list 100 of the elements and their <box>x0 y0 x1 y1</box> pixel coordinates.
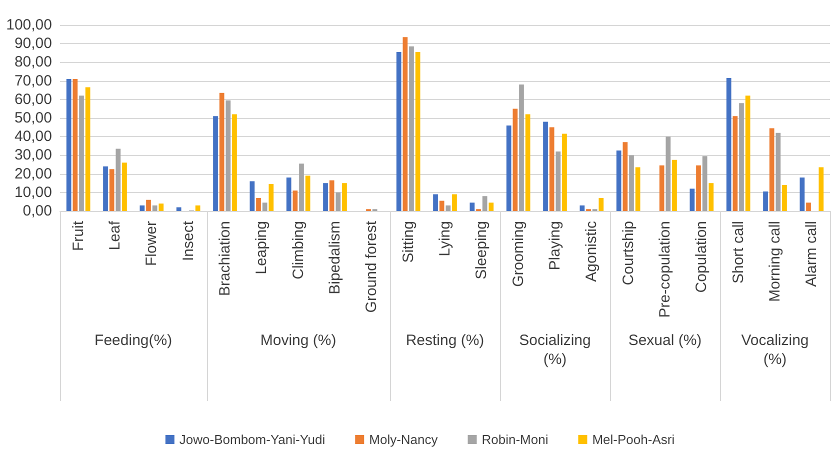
text: Sexual (%) <box>627 331 703 350</box>
y-tick-label: 90,00 <box>14 35 52 52</box>
bar <box>219 92 224 211</box>
bar <box>776 132 781 211</box>
bar <box>543 122 548 211</box>
bar <box>446 205 451 211</box>
bar <box>250 181 255 211</box>
bar <box>708 183 714 211</box>
x-tick-label: Leaping <box>253 221 270 274</box>
bar <box>396 52 402 211</box>
bar <box>732 116 738 211</box>
bar <box>519 84 524 211</box>
bar <box>818 167 824 211</box>
bar <box>323 183 328 211</box>
bar <box>103 166 108 211</box>
bar <box>782 184 787 211</box>
y-tick-label: 100,00 <box>6 16 52 34</box>
bar <box>152 205 158 211</box>
legend-label: Mel-Pooh-Asri <box>592 432 675 447</box>
bar <box>696 165 701 211</box>
bar <box>79 96 84 211</box>
y-tick-label: 70,00 <box>14 72 52 90</box>
x-tick-label: Alarm call <box>803 221 820 287</box>
x-tick-label: Playing <box>546 221 564 270</box>
y-tick-label: 30,00 <box>14 146 52 164</box>
bar <box>763 191 768 211</box>
bar <box>562 134 567 211</box>
x-tick-label: Sitting <box>400 221 417 263</box>
bar <box>488 202 494 211</box>
bar <box>109 169 114 211</box>
bar <box>726 78 732 211</box>
bar <box>452 194 457 211</box>
bar <box>299 164 304 211</box>
x-tick-label: Flower <box>143 221 160 266</box>
x-tick-label: Brachiation <box>216 221 234 296</box>
bar <box>116 148 121 211</box>
bar <box>433 194 438 211</box>
bar <box>140 205 145 211</box>
x-tick-label: Copulation <box>693 221 710 293</box>
bar <box>482 196 488 211</box>
y-tick-label: 80,00 <box>14 54 52 71</box>
x-tick-label: Sleeping <box>473 221 490 280</box>
bar <box>622 142 628 211</box>
text: Vocalizing (%) <box>740 331 810 369</box>
bar <box>616 150 622 211</box>
x-tick-label: Grooming <box>510 221 527 287</box>
bar <box>176 207 182 211</box>
bar <box>286 178 292 211</box>
bar <box>195 205 200 211</box>
bar <box>556 151 561 211</box>
y-tick-label: 10,00 <box>14 184 52 201</box>
bar <box>672 160 677 211</box>
bar <box>256 198 261 211</box>
bar <box>402 37 408 211</box>
bar <box>506 125 512 211</box>
x-tick-label: Agonistic <box>583 220 600 282</box>
x-tick-label: Leaf <box>106 220 124 250</box>
bar <box>329 180 334 211</box>
bar <box>409 46 414 211</box>
bar <box>580 205 585 211</box>
bar <box>213 116 218 211</box>
bar <box>598 198 604 211</box>
bar <box>702 156 708 211</box>
bar <box>85 87 90 211</box>
y-tick-label: 0,00 <box>22 202 52 220</box>
bar <box>439 200 444 211</box>
bar <box>525 114 530 211</box>
bar <box>769 128 774 211</box>
bar <box>336 192 341 211</box>
legend-label: Jowo-Bombom-Yani-Yudi <box>179 432 326 447</box>
bar <box>800 178 805 211</box>
bar <box>146 200 151 211</box>
bar <box>122 162 127 211</box>
text: Resting (%) <box>404 331 486 350</box>
bar <box>268 184 274 211</box>
bar <box>292 190 298 211</box>
text: Socializing (%) <box>518 331 592 369</box>
bar <box>305 176 310 211</box>
y-tick-label: 20,00 <box>14 165 52 182</box>
legend-label: Moly-Nancy <box>369 432 438 447</box>
x-tick-label: Courtship <box>620 221 637 286</box>
bar <box>666 136 671 211</box>
bar <box>232 114 237 211</box>
bar <box>629 155 634 211</box>
bar <box>470 202 475 211</box>
bar <box>745 96 750 211</box>
text: Moving (%) <box>259 331 338 350</box>
x-tick-label: Lying <box>436 221 454 256</box>
bar <box>739 103 744 211</box>
bar <box>690 188 695 211</box>
text: Feeding(%) <box>94 331 174 350</box>
x-tick-label: Bipedalism <box>326 221 344 294</box>
x-tick-label: Short call <box>730 221 747 284</box>
bar <box>66 78 72 211</box>
y-tick-label: 50,00 <box>14 110 52 126</box>
x-tick-label: Ground forest <box>363 220 380 313</box>
bar <box>72 78 78 211</box>
y-tick-label: 40,00 <box>14 128 52 146</box>
x-tick-label: Insect <box>180 220 197 262</box>
bar <box>659 165 664 211</box>
